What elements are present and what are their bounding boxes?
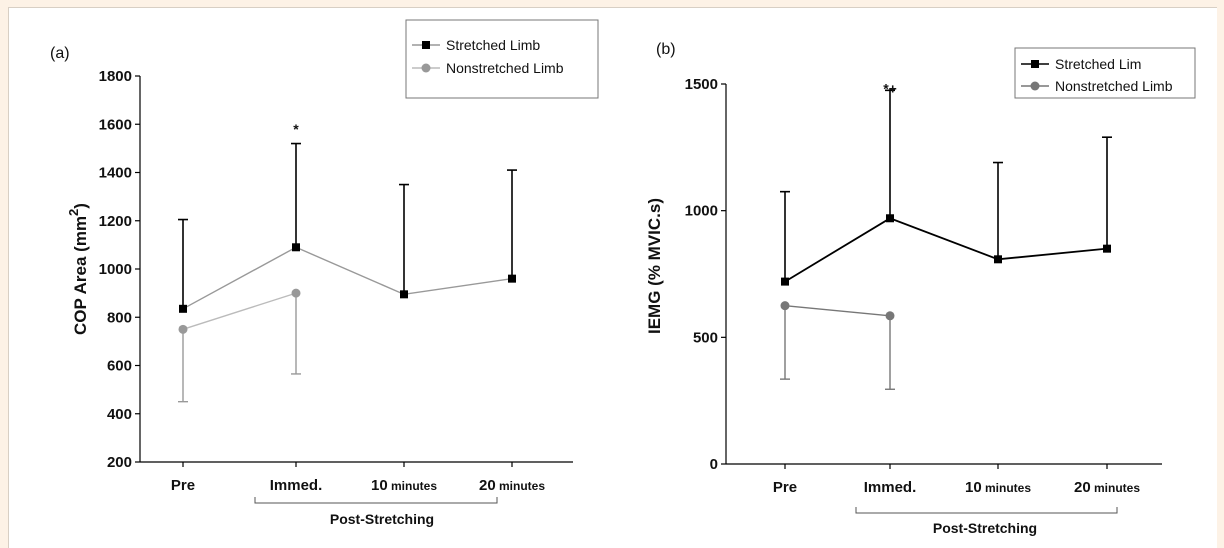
series-line <box>784 304 891 317</box>
y-tick-label: 1400 <box>99 165 132 182</box>
chart-panel-a: (a) 200 400 600 800 1000 1200 1400 1600 1800 Pre Im… <box>50 19 599 527</box>
y-tick-label: 1600 <box>99 116 132 133</box>
data-point <box>781 277 789 286</box>
x-tick-label: Immed. <box>864 479 917 496</box>
significance-marker: *+ <box>883 80 897 96</box>
post-stretching-bracket <box>855 507 1118 514</box>
legend-marker <box>422 41 430 49</box>
y-tick-label: 1800 <box>99 68 132 85</box>
x-tick-label: Immed. <box>270 477 323 494</box>
panel-label: (a) <box>50 45 70 62</box>
data-point <box>508 274 516 283</box>
y-tick-label: 600 <box>107 358 132 375</box>
x-tick-label: Pre <box>171 477 195 494</box>
data-point <box>400 290 408 299</box>
group-label: Post-Stretching <box>330 511 434 527</box>
data-point <box>886 214 894 223</box>
group-label: Post-Stretching <box>933 520 1037 536</box>
legend-marker <box>1031 60 1039 68</box>
x-tick-label: 20 minutes <box>1074 479 1140 496</box>
data-point <box>179 304 187 313</box>
legend-marker <box>1030 81 1040 91</box>
y-tick-label: 1200 <box>99 213 132 230</box>
y-axis-label: IEMG (% MVIC.s) <box>645 198 664 334</box>
legend-label: Nonstretched Limb <box>446 60 564 76</box>
significance-marker: * <box>293 121 299 137</box>
x-tick-label: 10 minutes <box>371 477 437 494</box>
legend-label: Stretched Limb <box>446 37 540 53</box>
y-tick-label: 200 <box>107 454 132 471</box>
y-tick-label: 400 <box>107 406 132 423</box>
x-tick-label: 20 minutes <box>479 477 545 494</box>
data-point <box>178 324 188 334</box>
y-tick-label: 1000 <box>99 261 132 278</box>
series-line <box>182 292 297 330</box>
x-tick-label: 10 minutes <box>965 479 1031 496</box>
y-tick-label: 0 <box>710 456 718 473</box>
chart-panel-b: (b) 0 500 1000 1500 Pre Immed. 10 minutes 20 min… <box>645 41 1196 536</box>
x-tick-label: Pre <box>773 479 797 496</box>
legend-label: Stretched Lim <box>1055 56 1141 72</box>
y-tick-label: 1500 <box>685 76 718 93</box>
data-point <box>780 301 790 311</box>
series-line <box>182 246 513 310</box>
data-point <box>291 288 301 298</box>
y-tick-label: 1000 <box>685 203 718 220</box>
data-point <box>1103 244 1111 253</box>
legend-box <box>405 19 599 99</box>
data-point <box>292 243 300 252</box>
post-stretching-bracket <box>254 497 498 504</box>
y-tick-label: 800 <box>107 309 132 326</box>
legend-box <box>1014 47 1196 99</box>
data-point <box>994 255 1002 264</box>
series-line <box>784 217 1108 283</box>
panel-label: (b) <box>656 41 676 58</box>
data-point <box>885 311 895 321</box>
legend-label: Nonstretched Limb <box>1055 78 1173 94</box>
legend-marker <box>421 63 431 73</box>
y-tick-label: 500 <box>693 329 718 346</box>
y-axis-label: COP Area (mm2) <box>66 203 90 335</box>
